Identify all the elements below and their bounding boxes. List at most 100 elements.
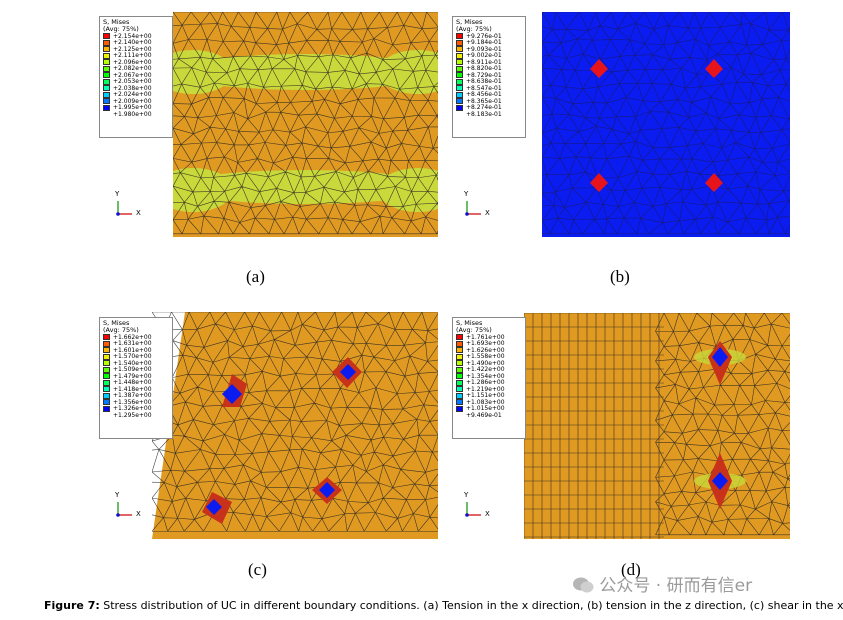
legend-value: +8.911e-01: [466, 58, 502, 66]
legend-c: S, Mises (Avg: 75%) +1.662e+00 +1.631e+00…: [99, 317, 173, 439]
legend-swatch: [456, 111, 463, 117]
mesh-lines: [173, 12, 438, 235]
legend-value: +1.219e+00: [466, 385, 505, 393]
legend-swatch: [456, 360, 463, 367]
caption-label: Figure 7:: [44, 599, 100, 612]
legend-row: +2.082e+00: [103, 65, 169, 72]
legend-swatch: [456, 33, 463, 40]
legend-row: +1.219e+00: [456, 386, 522, 393]
legend-row: +1.015e+00: [456, 405, 522, 412]
legend-value: +1.570e+00: [113, 353, 152, 361]
legend-value: +8.820e-01: [466, 65, 502, 73]
legend-swatch: [103, 104, 110, 111]
legend-row: +9.469e-01: [456, 412, 522, 419]
legend-swatch: [456, 91, 463, 98]
legend-value: +1.083e+00: [466, 398, 505, 406]
legend-row: +1.761e+00: [456, 334, 522, 341]
legend-value: +9.093e-01: [466, 45, 502, 53]
legend-value: +9.469e-01: [466, 411, 502, 419]
legend-value: +1.631e+00: [113, 340, 152, 348]
stress-concentration-marker: [590, 59, 608, 78]
legend-row: +2.140e+00: [103, 39, 169, 47]
legend-swatch: [456, 59, 463, 66]
legend-swatch: [103, 65, 110, 72]
legend-swatch: [103, 405, 110, 412]
legend-row: +2.096e+00: [103, 59, 169, 66]
legend-swatch: [456, 412, 463, 418]
legend-swatch: [103, 46, 110, 53]
legend-row: +1.980e+00: [103, 111, 169, 118]
legend-value: +2.009e+00: [113, 97, 152, 105]
mesh-lines: [152, 312, 438, 532]
legend-row: +2.038e+00: [103, 85, 169, 92]
legend-swatch: [103, 412, 110, 418]
legend-row: +1.295e+00: [103, 412, 169, 419]
triad-y: Y: [115, 491, 120, 499]
legend-value: +1.490e+00: [466, 359, 505, 367]
panel-label-a: (a): [246, 267, 265, 286]
legend-swatch: [456, 39, 463, 46]
legend-value: +9.276e-01: [466, 32, 502, 40]
legend-value: +1.558e+00: [466, 353, 505, 361]
legend-value: +2.038e+00: [113, 84, 152, 92]
legend-swatch: [103, 360, 110, 367]
legend-row: +1.509e+00: [103, 366, 169, 373]
legend-value: +1.626e+00: [466, 346, 505, 354]
legend-row: +1.083e+00: [456, 399, 522, 406]
legend-avg: (Avg: 75%): [456, 326, 492, 334]
legend-a: S, Mises (Avg: 75%) +2.154e+00 +2.140e+00…: [99, 16, 173, 138]
legend-row: +1.448e+00: [103, 379, 169, 386]
legend-value: +1.601e+00: [113, 346, 152, 354]
legend-swatch: [456, 347, 463, 354]
axis-triad-d: Y X: [461, 491, 501, 521]
legend-row: +2.125e+00: [103, 46, 169, 53]
legend-swatch: [103, 366, 110, 373]
legend-row: +9.276e-01: [456, 33, 522, 40]
panel-a-contour: [173, 12, 438, 237]
legend-value: +1.387e+00: [113, 392, 152, 400]
legend-value: +9.184e-01: [466, 39, 502, 47]
legend-row: +8.274e-01: [456, 104, 522, 111]
panel-label-b: (b): [610, 267, 630, 286]
legend-swatch: [456, 340, 463, 347]
legend-swatch: [456, 104, 463, 111]
legend-row: +1.286e+00: [456, 379, 522, 387]
legend-value: +2.154e+00: [113, 32, 152, 40]
legend-row: +2.053e+00: [103, 78, 169, 85]
legend-avg: (Avg: 75%): [103, 25, 139, 33]
panel-label-d: (d): [621, 560, 641, 579]
legend-swatch: [456, 334, 463, 341]
legend-row: +2.111e+00: [103, 52, 169, 59]
legend-row: +1.422e+00: [456, 366, 522, 373]
legend-row: +2.067e+00: [103, 72, 169, 79]
legend-row: +1.558e+00: [456, 353, 522, 361]
triad-x: X: [485, 209, 490, 217]
legend-value: +2.125e+00: [113, 45, 152, 53]
legend-swatch: [103, 353, 110, 360]
panel-c-contour: [152, 312, 438, 539]
legend-swatch: [456, 392, 463, 399]
legend-row: +1.418e+00: [103, 386, 169, 393]
axis-triad-b: Y X: [461, 190, 501, 220]
legend-value: +8.547e-01: [466, 84, 502, 92]
legend-row: +1.631e+00: [103, 340, 169, 348]
legend-value: +1.356e+00: [113, 398, 152, 406]
figure-caption: Figure 7: Stress distribution of UC in d…: [44, 599, 843, 612]
stress-concentration-marker: [705, 59, 723, 78]
legend-swatch: [456, 65, 463, 72]
legend-swatch: [103, 386, 110, 393]
legend-row: +1.490e+00: [456, 360, 522, 367]
legend-row: +8.911e-01: [456, 59, 522, 66]
legend-row: +8.365e-01: [456, 98, 522, 105]
legend-value: +1.479e+00: [113, 372, 152, 380]
legend-swatch: [456, 379, 463, 386]
legend-value: +8.638e-01: [466, 78, 502, 86]
structured-grid: [524, 313, 664, 539]
legend-title: S, Mises: [456, 319, 483, 327]
legend-value: +8.729e-01: [466, 71, 502, 79]
legend-value: +1.286e+00: [466, 379, 505, 387]
legend-swatch: [103, 78, 110, 85]
legend-value: +2.140e+00: [113, 39, 152, 47]
wechat-icon: [572, 576, 594, 594]
legend-swatch: [103, 72, 110, 79]
